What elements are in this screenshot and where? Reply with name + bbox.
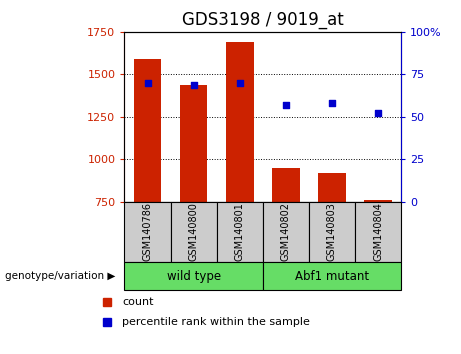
- Text: GSM140802: GSM140802: [281, 202, 291, 261]
- Bar: [364, 200, 392, 202]
- Bar: [263, 202, 309, 262]
- Text: wild type: wild type: [166, 270, 221, 282]
- Text: GSM140804: GSM140804: [373, 202, 383, 261]
- Bar: [180, 85, 207, 202]
- Point: [374, 110, 382, 116]
- Bar: [124, 262, 263, 290]
- Bar: [217, 202, 263, 262]
- Text: count: count: [123, 297, 154, 307]
- Text: percentile rank within the sample: percentile rank within the sample: [123, 317, 310, 327]
- Text: Abf1 mutant: Abf1 mutant: [295, 270, 369, 282]
- Text: GSM140801: GSM140801: [235, 202, 245, 261]
- Text: GSM140786: GSM140786: [142, 202, 153, 261]
- Bar: [134, 59, 161, 202]
- Bar: [124, 202, 171, 262]
- Bar: [171, 202, 217, 262]
- Bar: [226, 42, 254, 202]
- Bar: [355, 202, 401, 262]
- Text: GSM140803: GSM140803: [327, 202, 337, 261]
- Bar: [309, 202, 355, 262]
- Title: GDS3198 / 9019_at: GDS3198 / 9019_at: [182, 11, 343, 29]
- Text: GSM140800: GSM140800: [189, 202, 199, 261]
- Point: [328, 101, 336, 106]
- Point: [144, 80, 151, 86]
- Point: [282, 102, 290, 108]
- Bar: [318, 173, 346, 202]
- Point: [236, 80, 243, 86]
- Bar: [263, 262, 401, 290]
- Text: genotype/variation ▶: genotype/variation ▶: [5, 271, 115, 281]
- Point: [190, 82, 197, 87]
- Bar: [272, 168, 300, 202]
